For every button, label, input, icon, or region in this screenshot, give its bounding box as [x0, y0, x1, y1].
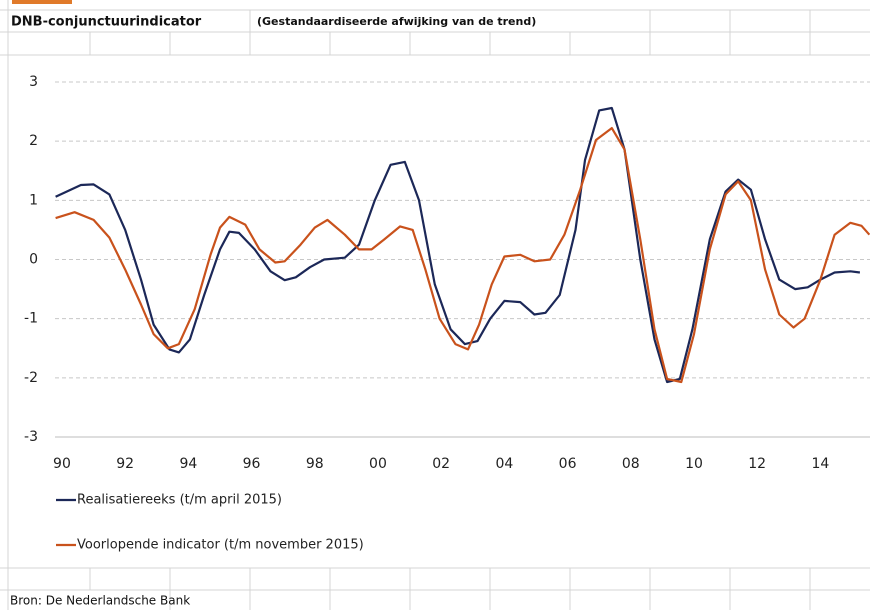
legend-label: Realisatiereeks (t/m april 2015) — [77, 493, 282, 508]
x-tick-label: 92 — [116, 456, 134, 472]
y-tick-label: 3 — [29, 74, 38, 90]
data-line — [55, 127, 870, 384]
y-tick-label: -3 — [24, 429, 38, 445]
y-tick-label: 1 — [29, 192, 38, 208]
x-tick-label: 06 — [559, 456, 577, 472]
x-tick-label: 90 — [53, 456, 71, 472]
legend-label: Voorlopende indicator (t/m november 2015… — [77, 538, 364, 553]
col-lines-top — [89, 10, 811, 55]
x-tick-label: 08 — [622, 456, 640, 472]
x-tick-label: 94 — [179, 456, 197, 472]
source-note: Bron: De Nederlandsche Bank — [10, 594, 190, 608]
x-tick-label: 98 — [306, 456, 324, 472]
y-tick-label: 2 — [29, 133, 38, 149]
chart-subtitle: (Gestandaardiseerde afwijking van de tre… — [257, 15, 536, 28]
x-tick-label: 04 — [495, 456, 513, 472]
x-tick-label: 10 — [685, 456, 703, 472]
y-tick-label: -1 — [24, 311, 38, 327]
x-tick-label: 12 — [748, 456, 766, 472]
y-tick-label: 0 — [29, 252, 38, 268]
cut-heading — [12, 0, 72, 4]
chart-area — [9, 56, 870, 567]
col-lines-bottom — [89, 568, 811, 610]
x-tick-label: 96 — [243, 456, 261, 472]
chart-title: DNB-conjunctuurindicator — [11, 15, 202, 30]
x-tick-label: 00 — [369, 456, 387, 472]
y-tick-label: -2 — [24, 370, 38, 386]
x-tick-label: 02 — [432, 456, 450, 472]
x-tick-label: 14 — [811, 456, 829, 472]
